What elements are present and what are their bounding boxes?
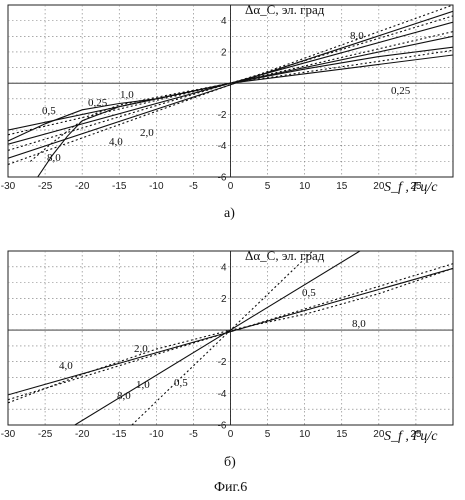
panel-b-y-axis-label: Δα_C, эл. град <box>245 248 325 263</box>
x-tick-label-b: 0 <box>228 429 234 440</box>
y-tick-label-b: -2 <box>218 357 227 368</box>
panel-b: -30-25-20-15-10-50510152025-6-4-224 Δα_C… <box>1 230 453 470</box>
annotation-0-25-a: 0,25 <box>88 97 108 109</box>
annotation-0-5-a: 0,5 <box>42 105 56 117</box>
x-tick-label-a: 15 <box>336 181 348 192</box>
x-tick-label-a: -5 <box>189 181 198 192</box>
x-tick-label-b: -25 <box>38 429 53 440</box>
x-tick-label-a: 10 <box>299 181 311 192</box>
annotation-4-0-a: 4,0 <box>109 136 123 148</box>
panel-b-grid <box>8 251 453 425</box>
y-tick-label-b: 4 <box>221 262 227 273</box>
panel-a-grid <box>8 5 453 177</box>
y-tick-label-b: 2 <box>221 294 227 305</box>
annotation-0-25-a-right: 0,25 <box>391 85 411 97</box>
y-tick-label-b: -6 <box>218 421 227 432</box>
x-tick-label-b: 15 <box>336 429 348 440</box>
x-tick-label-a: -15 <box>112 181 127 192</box>
x-tick-label-b: -15 <box>112 429 127 440</box>
panel-a-y-axis-label: Δα_C, эл. град <box>245 2 325 17</box>
annotation-4-0-b: 4,0 <box>59 360 73 372</box>
y-tick-label-b: -4 <box>218 389 227 400</box>
annotation-0-5-b-bottom: 0,5 <box>174 377 188 389</box>
x-tick-label-a: 5 <box>265 181 271 192</box>
annotation-8-0-b-left: 8,0 <box>117 390 131 402</box>
annotation-1-0-b: 1,0 <box>136 379 150 391</box>
series-line-a-7 <box>38 55 453 177</box>
annotation-2-0-a: 2,0 <box>140 127 154 139</box>
annotation-8-0-a-left: 8,0 <box>47 152 61 164</box>
x-tick-label-b: -20 <box>75 429 90 440</box>
panel-b-x-axis-label: S_f , Гц/с <box>384 429 438 444</box>
x-tick-label-b: -5 <box>189 429 198 440</box>
x-tick-label-b: -10 <box>149 429 164 440</box>
annotation-8-0-b-right: 8,0 <box>352 318 366 330</box>
x-tick-label-a: -20 <box>75 181 90 192</box>
panel-a-label: а) <box>224 206 235 221</box>
x-tick-label-a: 0 <box>228 181 234 192</box>
panel-b-label: б) <box>224 455 236 470</box>
x-tick-label-b: 10 <box>299 429 311 440</box>
panel-b-annotations: 0,5 8,0 2,0 4,0 8,0 1,0 0,5 <box>59 287 366 402</box>
x-tick-label-a: -10 <box>149 181 164 192</box>
annotation-8-0-a: 8,0 <box>350 30 364 42</box>
panel-a-x-axis-label: S_f , Гц/с <box>384 180 438 195</box>
annotation-0-5-b-top: 0,5 <box>302 287 316 299</box>
x-tick-label-a: -25 <box>38 181 53 192</box>
x-tick-label-a: -30 <box>1 181 16 192</box>
panel-a: -30-25-20-15-10-50510152025-6-4-224 Δα_C… <box>1 2 453 221</box>
x-tick-label-b: -30 <box>1 429 16 440</box>
x-tick-label-b: 5 <box>265 429 271 440</box>
annotation-2-0-b: 2,0 <box>134 343 148 355</box>
y-tick-label-a: -4 <box>218 141 227 152</box>
y-tick-label-a: 2 <box>221 47 227 58</box>
figure-caption: Фиг.6 <box>214 480 247 495</box>
y-tick-label-a: -6 <box>218 173 227 184</box>
annotation-1-0-a: 1,0 <box>120 89 134 101</box>
y-tick-label-a: -2 <box>218 110 227 121</box>
y-tick-label-a: 4 <box>221 16 227 27</box>
panel-b-tick-labels: -30-25-20-15-10-50510152025-6-4-224 <box>1 262 422 440</box>
